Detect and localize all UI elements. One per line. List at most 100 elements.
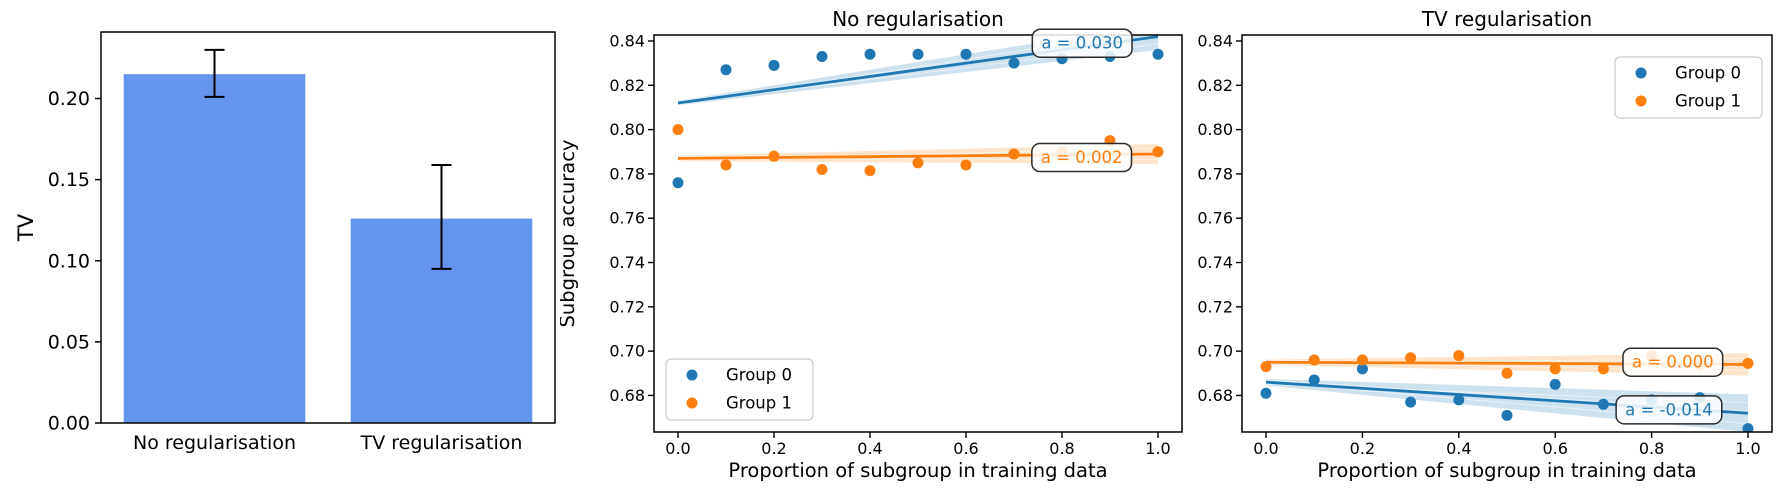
bar-no-regularisation — [123, 74, 306, 424]
scatter-point — [1405, 352, 1417, 364]
slope-annotation-box — [1615, 395, 1723, 425]
axes-spines — [100, 31, 556, 424]
scatter-chart: 0.0 0.2 0.4 0.6 0.8 1.0 0.68 0.70 0.72 0.74 0.76 0.… — [560, 7, 1183, 482]
y-tick-label: 0.68 — [1197, 386, 1233, 405]
x-tick-label: 0.0 — [1253, 439, 1278, 458]
scatter-point — [1356, 363, 1368, 375]
slope-annotation-box — [1031, 142, 1133, 173]
x-tick-label: 1.0 — [1735, 439, 1760, 458]
error-bar — [204, 48, 225, 98]
scatter-chart-tv-regularisation: 0.0 0.2 0.4 0.6 0.8 1.0 0.68 0.70 0.72 0.74 0.76 0.… — [1197, 7, 1773, 482]
slope-annotation-box — [1031, 28, 1133, 58]
y-tick-label: 0.78 — [609, 164, 645, 183]
bar-chart-tv: No regularisation TV regularisation 0.00 0.… — [14, 31, 556, 454]
scatter-point — [768, 150, 780, 162]
x-tick-label: 0.8 — [1639, 439, 1664, 458]
slope-annotation-text: a = 0.030 — [1041, 34, 1123, 53]
y-tick-label: 0.78 — [1197, 164, 1233, 183]
y-tick-label: 0.76 — [1197, 209, 1233, 228]
legend-label: Group 1 — [1675, 92, 1741, 111]
axes-spines — [1241, 34, 1773, 433]
x-tick-label: 0.6 — [953, 439, 978, 458]
axes-spines — [653, 34, 1183, 433]
x-axis-label: Proportion of subgroup in training data — [728, 459, 1107, 482]
chart-title: No regularisation — [832, 7, 1004, 31]
scatter-chart: 0.0 0.2 0.4 0.6 0.8 1.0 0.68 0.70 0.72 0.74 0.76 0.… — [1197, 7, 1773, 482]
scatter-point — [1008, 57, 1020, 69]
scatter-point — [1742, 357, 1754, 369]
slope-annotation-text: a = -0.014 — [1625, 400, 1713, 419]
y-tick-label: 0.82 — [1197, 76, 1233, 95]
legend: Group 0 Group 1 — [1614, 56, 1763, 119]
scatter-point — [768, 59, 780, 71]
y-tick-label: 0.82 — [609, 76, 645, 95]
x-tick-label: 0.6 — [1542, 439, 1567, 458]
scatter-point — [1356, 354, 1368, 366]
y-tick-label: 0.80 — [609, 120, 645, 139]
scatter-point — [1501, 367, 1513, 379]
scatter-point — [1008, 148, 1020, 160]
scatter-point — [672, 177, 684, 189]
legend-marker — [1635, 95, 1647, 107]
slope-annotation: a = 0.000 — [1622, 347, 1724, 377]
y-tick-label: 0.20 — [48, 88, 90, 110]
scatter-point — [1308, 354, 1320, 366]
y-tick-label: 0.76 — [609, 209, 645, 228]
scatter-point — [720, 64, 732, 76]
legend-label: Group 0 — [726, 366, 792, 385]
scatter-point — [960, 159, 972, 171]
legend-box — [665, 358, 814, 421]
y-tick-label: 0.00 — [48, 413, 90, 435]
scatter-point — [1152, 146, 1164, 158]
y-tick-label: 0.84 — [1197, 31, 1233, 50]
legend-marker — [686, 397, 698, 409]
slope-annotation: a = 0.002 — [1031, 142, 1133, 173]
scatter-point — [1549, 363, 1561, 375]
y-tick-label: 0.15 — [48, 169, 90, 191]
slope-annotation: a = -0.014 — [1615, 395, 1723, 425]
y-axis-label: Subgroup accuracy — [560, 140, 579, 328]
scatter-point — [1453, 394, 1465, 406]
scatter-point — [1260, 387, 1272, 399]
y-tick-label: 0.74 — [1197, 253, 1233, 272]
scatter-chart-no-regularisation: 0.0 0.2 0.4 0.6 0.8 1.0 0.68 0.70 0.72 0.74 0.76 0.… — [560, 7, 1183, 482]
scatter-point — [1152, 48, 1164, 60]
slope-annotation-box — [1622, 347, 1724, 377]
scatter-point — [720, 159, 732, 171]
x-tick-label: 0.0 — [665, 439, 690, 458]
scatter-point — [864, 165, 876, 177]
legend: Group 0 Group 1 — [665, 358, 814, 421]
x-tick-label: 0.4 — [857, 439, 882, 458]
scatter-point — [1260, 361, 1272, 373]
scatter-point — [912, 48, 924, 60]
slope-annotation-text: a = 0.002 — [1041, 148, 1123, 167]
x-tick-label: 1.0 — [1145, 439, 1170, 458]
scatter-point — [1549, 378, 1561, 390]
y-tick-label: 0.05 — [48, 331, 90, 353]
y-tick-label: 0.70 — [1197, 342, 1233, 361]
error-bar — [431, 164, 452, 270]
scatter-point — [1597, 363, 1609, 375]
scatter-point — [672, 124, 684, 136]
legend-label: Group 1 — [726, 394, 792, 413]
x-tick-label: No regularisation — [133, 432, 296, 454]
bar-chart: No regularisation TV regularisation 0.00 0.… — [14, 31, 556, 454]
x-tick-label: 0.8 — [1049, 439, 1074, 458]
slope-annotation: a = 0.030 — [1031, 28, 1133, 58]
scatter-point — [1308, 374, 1320, 386]
y-axis-label: TV — [14, 213, 38, 242]
legend-marker — [1635, 67, 1647, 79]
y-tick-label: 0.68 — [609, 386, 645, 405]
y-tick-label: 0.84 — [609, 31, 645, 50]
y-tick-label: 0.72 — [609, 297, 645, 316]
scatter-point — [1405, 396, 1417, 408]
legend-box — [1614, 56, 1763, 119]
x-tick-label: TV regularisation — [360, 432, 523, 454]
x-tick-label: 0.2 — [1350, 439, 1375, 458]
y-tick-label: 0.72 — [1197, 297, 1233, 316]
scatter-point — [864, 48, 876, 60]
scatter-point — [1742, 423, 1754, 432]
y-tick-label: 0.70 — [609, 342, 645, 361]
legend-label: Group 0 — [1675, 64, 1741, 83]
